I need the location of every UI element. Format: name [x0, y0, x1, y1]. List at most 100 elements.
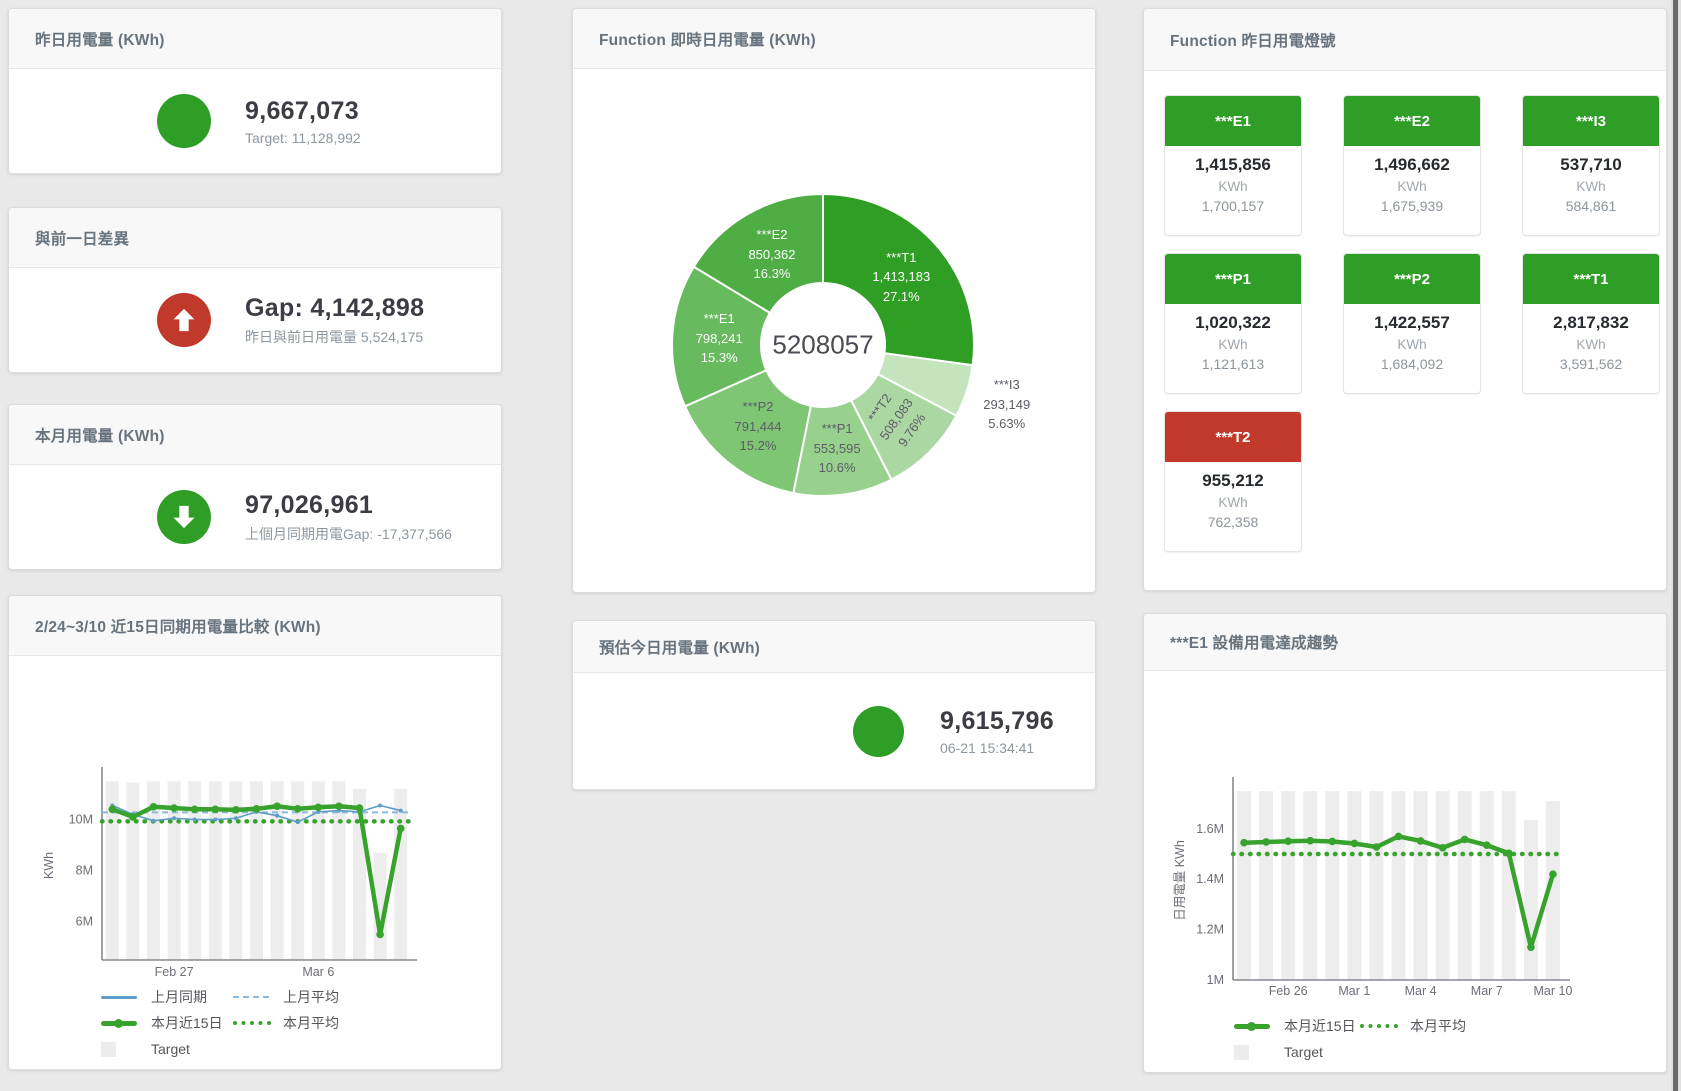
y-tick-label: 1.2M: [1196, 923, 1224, 937]
tile-status-header: ***P1: [1165, 254, 1301, 304]
card-title: Function 昨日用電燈號: [1144, 9, 1666, 71]
target-bar: [1303, 791, 1318, 980]
legend-label: Target: [1284, 1044, 1323, 1060]
legend-marker-icon: [1234, 1044, 1274, 1060]
target-bar: [147, 781, 160, 960]
series-point: [192, 817, 197, 822]
legend-item[interactable]: 本月近15日: [101, 1010, 233, 1036]
series-point: [376, 930, 384, 939]
status-circle-icon: [853, 705, 904, 757]
series-point: [190, 805, 199, 814]
legend-item[interactable]: Target: [101, 1036, 233, 1062]
month-usage-card: 本月用電量 (KWh) 97,026,961 上個月同期用電Gap: -17,3…: [8, 404, 502, 570]
series-point: [1549, 870, 1557, 879]
series-point: [252, 805, 261, 813]
tile-value: 1,020,322: [1195, 313, 1271, 332]
series-point: [1306, 836, 1315, 845]
legend-item[interactable]: 上月平均: [233, 984, 365, 1010]
legend-label: 上月同期: [151, 989, 207, 1005]
kpi-subtitle: 06-21 15:34:41: [940, 739, 1035, 756]
series-point: [1505, 849, 1513, 858]
kpi-subtitle: 上個月同期用電Gap: -17,377,566: [245, 525, 452, 542]
target-bar: [1347, 791, 1362, 980]
kpi-value: 9,615,796: [940, 706, 1054, 735]
target-bar: [1259, 791, 1274, 980]
card-title: 2/24~3/10 近15日同期用電量比較 (KWh): [9, 596, 501, 656]
compare-chart-legend: 上月同期 上月平均 本月近15日 本月平均 Target: [101, 984, 365, 1062]
legend-label: Target: [151, 1041, 190, 1057]
series-point: [1372, 843, 1381, 851]
status-circle-icon: [157, 94, 211, 148]
series-point: [1240, 838, 1248, 847]
target-bar: [1457, 791, 1472, 980]
light-tile-p1: ***P1 1,020,322 KWh 1,121,613: [1164, 253, 1302, 394]
series-point: [1328, 837, 1337, 846]
target-bar: [229, 781, 243, 960]
kpi-subtitle: Target: 11,128,992: [245, 129, 361, 146]
legend-item[interactable]: 本月平均: [1360, 1013, 1500, 1039]
y-tick-label: 10M: [69, 813, 93, 827]
series-point: [396, 824, 405, 833]
x-tick-label: Mar 1: [1338, 984, 1370, 998]
target-bar: [1413, 791, 1428, 980]
tile-unit: KWh: [1397, 337, 1427, 352]
compare-chart-card: 2/24~3/10 近15日同期用電量比較 (KWh) 6M 8M 10M KWh Fe…: [8, 595, 502, 1070]
series-point: [129, 813, 137, 821]
light-tile-e2: ***E2 1,496,662 KWh 1,675,939: [1343, 95, 1481, 236]
series-point: [1394, 832, 1403, 841]
target-bar: [1435, 791, 1450, 980]
y-axis-title: KWh: [42, 852, 56, 879]
series-point: [172, 816, 177, 821]
light-tile-p2: ***P2 1,422,557 KWh 1,684,092: [1343, 253, 1481, 394]
target-bar: [1479, 791, 1494, 980]
lights-card: Function 昨日用電燈號 ***E1 1,415,856 KWh 1,700,1…: [1143, 8, 1667, 591]
kpi-value: 97,026,961: [245, 490, 374, 519]
target-bar: [167, 781, 181, 960]
target-bar: [208, 781, 222, 960]
series-point: [1527, 943, 1535, 952]
legend-item[interactable]: 本月近15日: [1234, 1013, 1360, 1039]
scrollbar-thumb[interactable]: [1673, 0, 1678, 1091]
arrow-down-icon: [157, 490, 211, 544]
donut-slice-e1: [671, 265, 772, 408]
series-point: [1438, 843, 1447, 852]
donut-slice-p2: [683, 368, 812, 495]
tile-status-header: ***I3: [1523, 96, 1659, 146]
kpi-value: 9,667,073: [245, 96, 359, 125]
x-tick-label: Mar 4: [1405, 984, 1437, 998]
tile-target: 1,684,092: [1380, 356, 1444, 372]
series-point: [213, 817, 218, 822]
series-point: [233, 816, 238, 821]
target-bar: [105, 781, 119, 960]
tile-unit: KWh: [1218, 337, 1248, 352]
y-tick-label: 1.4M: [1196, 872, 1224, 886]
series-point: [151, 818, 156, 823]
card-title: Function 即時日用電量 (KWh): [573, 9, 1095, 69]
target-bar: [1501, 791, 1516, 980]
legend-item[interactable]: Target: [1234, 1039, 1360, 1065]
y-tick-label: 1.6M: [1196, 822, 1224, 836]
legend-item[interactable]: 本月平均: [233, 1010, 365, 1036]
card-title: 預估今日用電量 (KWh): [573, 621, 1095, 673]
target-bar: [1523, 820, 1538, 980]
target-bar: [126, 782, 140, 960]
tile-value: 955,212: [1202, 471, 1264, 490]
legend-label: 本月近15日: [151, 1015, 223, 1031]
tile-unit: KWh: [1576, 179, 1606, 194]
series-point: [108, 805, 117, 814]
tile-value: 1,422,557: [1374, 313, 1450, 332]
tile-target: 3,591,562: [1559, 356, 1623, 372]
tile-value: 2,817,832: [1553, 313, 1629, 332]
x-tick-label: Mar 6: [302, 965, 334, 979]
tile-value: 1,496,662: [1374, 155, 1450, 174]
series-point: [355, 804, 364, 812]
target-bar: [270, 781, 284, 960]
scrollbar[interactable]: [1671, 0, 1681, 1091]
legend-label: 本月平均: [283, 1015, 339, 1031]
legend-item[interactable]: 上月同期: [101, 984, 233, 1010]
donut-slice-t1: [822, 192, 975, 367]
series-point: [1460, 835, 1469, 844]
series-point: [232, 806, 240, 814]
target-bar: [1237, 791, 1252, 980]
